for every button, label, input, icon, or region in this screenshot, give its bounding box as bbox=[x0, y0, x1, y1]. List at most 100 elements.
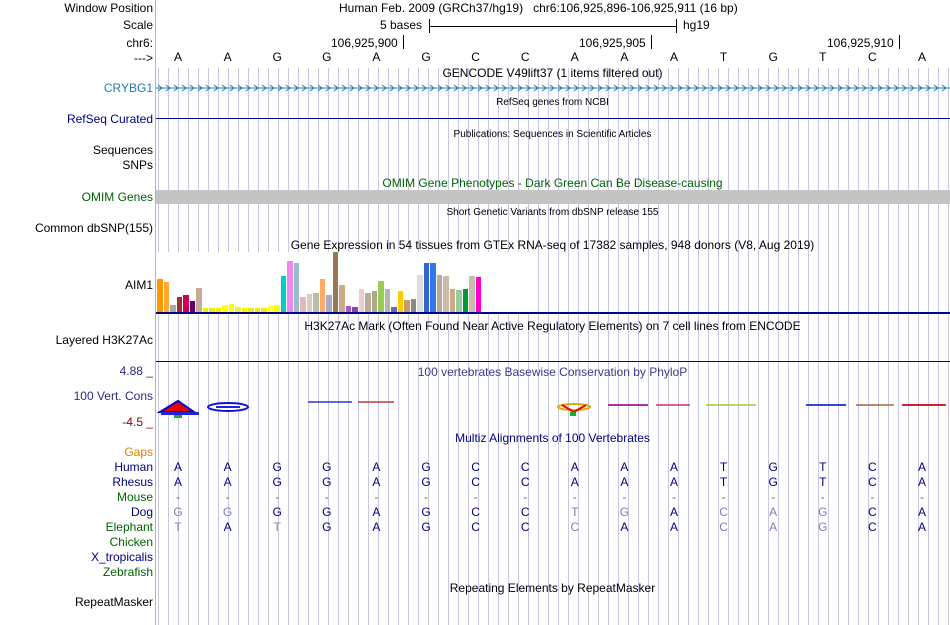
omim-track-title[interactable]: OMIM Gene Phenotypes - Dark Green Can Be… bbox=[382, 176, 723, 190]
grid-line bbox=[468, 68, 469, 625]
gtex-tissue-bar[interactable] bbox=[274, 304, 280, 312]
gtex-tissue-bar[interactable] bbox=[391, 307, 397, 312]
gtex-tissue-bar[interactable] bbox=[332, 252, 338, 312]
dbsnp-track-label[interactable]: Common dbSNP(155) bbox=[34, 221, 153, 235]
gtex-tissue-bar[interactable] bbox=[306, 294, 312, 312]
gencode-gene-feature[interactable] bbox=[156, 82, 950, 94]
gtex-tissue-bar[interactable] bbox=[209, 308, 215, 312]
gtex-tissue-bar[interactable] bbox=[280, 276, 286, 312]
gtex-tissue-bar[interactable] bbox=[417, 274, 423, 312]
gtex-tissue-bar[interactable] bbox=[157, 279, 163, 312]
species-label[interactable]: Elephant bbox=[105, 520, 153, 534]
gtex-tissue-bar[interactable] bbox=[163, 282, 169, 312]
track-label-column bbox=[0, 0, 155, 625]
repeatmasker-track-title[interactable]: Repeating Elements by RepeatMasker bbox=[449, 581, 656, 595]
grid-line bbox=[938, 68, 939, 625]
gtex-tissue-bar[interactable] bbox=[293, 262, 299, 312]
gtex-tissue-bar[interactable] bbox=[469, 276, 475, 312]
refseq-track-title[interactable]: RefSeq genes from NCBI bbox=[496, 97, 609, 108]
grid-line bbox=[368, 68, 369, 625]
gtex-tissue-bar[interactable] bbox=[339, 285, 345, 312]
gtex-tissue-bar[interactable] bbox=[384, 289, 390, 312]
alignment-base: - bbox=[374, 490, 379, 504]
species-label[interactable]: Rhesus bbox=[112, 475, 153, 489]
gtex-tissue-bar[interactable] bbox=[352, 307, 358, 312]
phylop-logo[interactable] bbox=[156, 396, 950, 422]
gtex-tissue-bar[interactable] bbox=[462, 289, 468, 312]
gtex-tissue-bar[interactable] bbox=[397, 291, 403, 312]
gtex-tissue-bar[interactable] bbox=[436, 274, 442, 312]
h3k27ac-track-label[interactable]: Layered H3K27Ac bbox=[55, 333, 153, 347]
gtex-tissue-bar[interactable] bbox=[228, 303, 234, 312]
gene-label-crybg1[interactable]: CRYBG1 bbox=[103, 81, 153, 95]
gencode-track-title[interactable]: GENCODE V49lift37 (1 items filtered out) bbox=[442, 66, 663, 80]
gtex-tissue-bar[interactable] bbox=[423, 262, 429, 312]
gtex-tissue-bar[interactable] bbox=[449, 289, 455, 312]
species-label[interactable]: Zebrafish bbox=[102, 565, 153, 579]
gtex-tissue-bar[interactable] bbox=[241, 307, 247, 312]
publications-track-title[interactable]: Publications: Sequences in Scientific Ar… bbox=[453, 129, 652, 140]
repeatmasker-track-label[interactable]: RepeatMasker bbox=[74, 595, 153, 609]
gtex-tissue-bar[interactable] bbox=[170, 304, 176, 312]
gtex-tissue-bar[interactable] bbox=[287, 261, 293, 312]
conservation-logo-base bbox=[161, 412, 199, 415]
gtex-tissue-bar[interactable] bbox=[313, 292, 319, 312]
gtex-tissue-bar[interactable] bbox=[410, 298, 416, 312]
gtex-tissue-bar[interactable] bbox=[267, 306, 273, 312]
conservation-logo-base bbox=[570, 412, 576, 416]
grid-line bbox=[198, 68, 199, 625]
gtex-tissue-bar[interactable] bbox=[326, 295, 332, 312]
gtex-tissue-bar[interactable] bbox=[261, 308, 267, 312]
alignment-base: C bbox=[868, 520, 877, 534]
gtex-tissue-bar[interactable] bbox=[300, 297, 306, 312]
phylop-track-title[interactable]: 100 vertebrates Basewise Conservation by… bbox=[417, 365, 688, 379]
gtex-tissue-bar[interactable] bbox=[443, 276, 449, 312]
gtex-tissue-bar[interactable] bbox=[215, 308, 221, 312]
conservation-logo-t bbox=[561, 404, 587, 414]
gtex-tissue-bar[interactable] bbox=[176, 297, 182, 312]
gtex-track-title[interactable]: Gene Expression in 54 tissues from GTEx … bbox=[290, 238, 815, 252]
gtex-tissue-bar[interactable] bbox=[235, 307, 241, 312]
refseq-gene-feature[interactable] bbox=[156, 118, 950, 119]
species-label[interactable]: Chicken bbox=[109, 535, 153, 549]
grid-line bbox=[558, 68, 559, 625]
gtex-tissue-bar[interactable] bbox=[404, 300, 410, 312]
gtex-tissue-bar[interactable] bbox=[371, 291, 377, 312]
publications-label-snps[interactable]: SNPs bbox=[122, 158, 153, 172]
species-label[interactable]: Human bbox=[114, 460, 153, 474]
gtex-tissue-bar[interactable] bbox=[430, 262, 436, 312]
alignment-base: A bbox=[620, 475, 629, 489]
alignment-base: C bbox=[520, 475, 530, 489]
gtex-tissue-bar[interactable] bbox=[222, 304, 228, 312]
multiz-track-title[interactable]: Multiz Alignments of 100 Vertebrates bbox=[455, 431, 650, 445]
gtex-tissue-bar[interactable] bbox=[358, 289, 364, 312]
gtex-gene-label[interactable]: AIM1 bbox=[124, 278, 153, 292]
h3k27ac-baseline bbox=[156, 361, 950, 362]
gtex-tissue-bar[interactable] bbox=[475, 277, 481, 312]
gtex-tissue-bar[interactable] bbox=[345, 306, 351, 312]
publications-label-sequences[interactable]: Sequences bbox=[92, 143, 153, 157]
species-label[interactable]: Mouse bbox=[116, 490, 153, 504]
gtex-tissue-bar[interactable] bbox=[183, 295, 189, 312]
alignment-base: T bbox=[819, 475, 827, 489]
species-label[interactable]: Dog bbox=[130, 505, 153, 519]
gtex-tissue-bar[interactable] bbox=[189, 301, 195, 312]
h3k27ac-track-title[interactable]: H3K27Ac Mark (Often Found Near Active Re… bbox=[304, 319, 801, 333]
gtex-tissue-bar[interactable] bbox=[254, 308, 260, 312]
gtex-tissue-bar[interactable] bbox=[319, 279, 325, 312]
alignment-base: C bbox=[520, 505, 530, 519]
gtex-tissue-bar[interactable] bbox=[365, 292, 371, 312]
gtex-expression-chart[interactable] bbox=[156, 252, 536, 312]
gtex-tissue-bar[interactable] bbox=[248, 308, 254, 312]
gtex-tissue-bar[interactable] bbox=[456, 290, 462, 312]
omim-gene-feature[interactable] bbox=[156, 190, 950, 204]
phylop-track-label[interactable]: 100 Vert. Cons bbox=[73, 389, 153, 403]
alignment-base: C bbox=[471, 520, 480, 534]
gtex-tissue-bar[interactable] bbox=[196, 288, 202, 312]
gtex-tissue-bar[interactable] bbox=[202, 308, 208, 312]
gtex-tissue-bar[interactable] bbox=[378, 280, 384, 312]
refseq-track-label[interactable]: RefSeq Curated bbox=[66, 112, 153, 126]
dbsnp-track-title[interactable]: Short Genetic Variants from dbSNP releas… bbox=[446, 207, 659, 218]
species-label[interactable]: X_tropicalis bbox=[90, 550, 153, 564]
omim-track-label[interactable]: OMIM Genes bbox=[81, 190, 153, 204]
